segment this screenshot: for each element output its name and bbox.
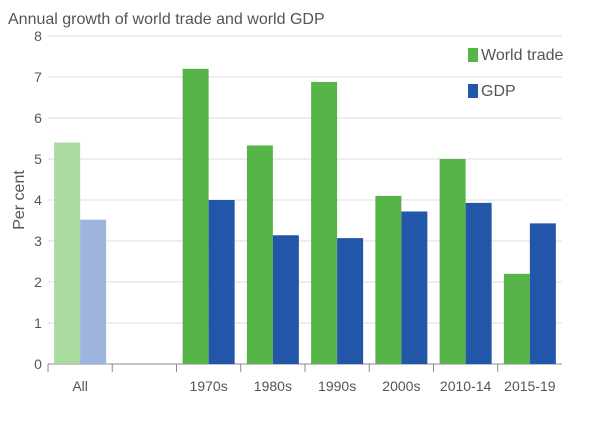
x-tick-label: 1980s: [254, 378, 292, 394]
bar-gdp-1970s: [208, 200, 235, 364]
gridlines: [48, 35, 562, 365]
y-tick-label: 2: [34, 274, 42, 290]
x-tick-label: 1990s: [318, 378, 356, 394]
y-tick-label: 3: [34, 233, 42, 249]
bar-world-trade-2000s: [375, 195, 402, 364]
x-axis: All 1970s 1980s 1990s 2000s 2010-14 2015-19: [47, 364, 556, 394]
y-axis-label: Per cent: [11, 170, 28, 230]
legend-swatch-gdp: [468, 84, 478, 98]
bar-world-trade-2010-14: [439, 159, 466, 364]
x-tick-label: All: [72, 378, 88, 394]
legend-label: World trade: [481, 47, 564, 64]
bar-world-trade-1970s: [182, 68, 209, 365]
legend: World trade GDP: [468, 47, 564, 100]
x-tick-label: 1970s: [190, 378, 228, 394]
bar-gdp-2000s: [401, 211, 428, 364]
y-tick-label: 8: [34, 28, 42, 44]
bar-gdp-1980s: [272, 235, 299, 364]
x-tick-label: 2010-14: [440, 378, 492, 394]
bar-gdp-2015-19: [529, 223, 556, 364]
y-tick-label: 7: [34, 69, 42, 85]
x-tick-label: 2000s: [382, 378, 420, 394]
legend-swatch-world-trade: [468, 48, 478, 62]
y-tick-label: 5: [34, 151, 42, 167]
x-tick-label: 2015-19: [504, 378, 556, 394]
bar-world-trade-2015-19: [503, 273, 530, 364]
bar-gdp-1990s: [337, 238, 364, 364]
legend-label: GDP: [481, 83, 516, 100]
bars: [54, 68, 556, 365]
bar-world-trade-all: [54, 142, 81, 364]
y-tick-label: 4: [34, 192, 42, 208]
y-tick-label: 0: [34, 356, 42, 372]
y-tick-label: 1: [34, 315, 42, 331]
y-tick-label: 6: [34, 110, 42, 126]
bar-world-trade-1990s: [311, 81, 338, 365]
bar-world-trade-1980s: [246, 145, 273, 364]
bar-gdp-all: [80, 219, 107, 364]
bar-gdp-2010-14: [465, 202, 492, 364]
chart-title: Annual growth of world trade and world G…: [8, 11, 325, 28]
y-axis: 0 1 2 3 4 5 6 7 8: [34, 28, 42, 372]
